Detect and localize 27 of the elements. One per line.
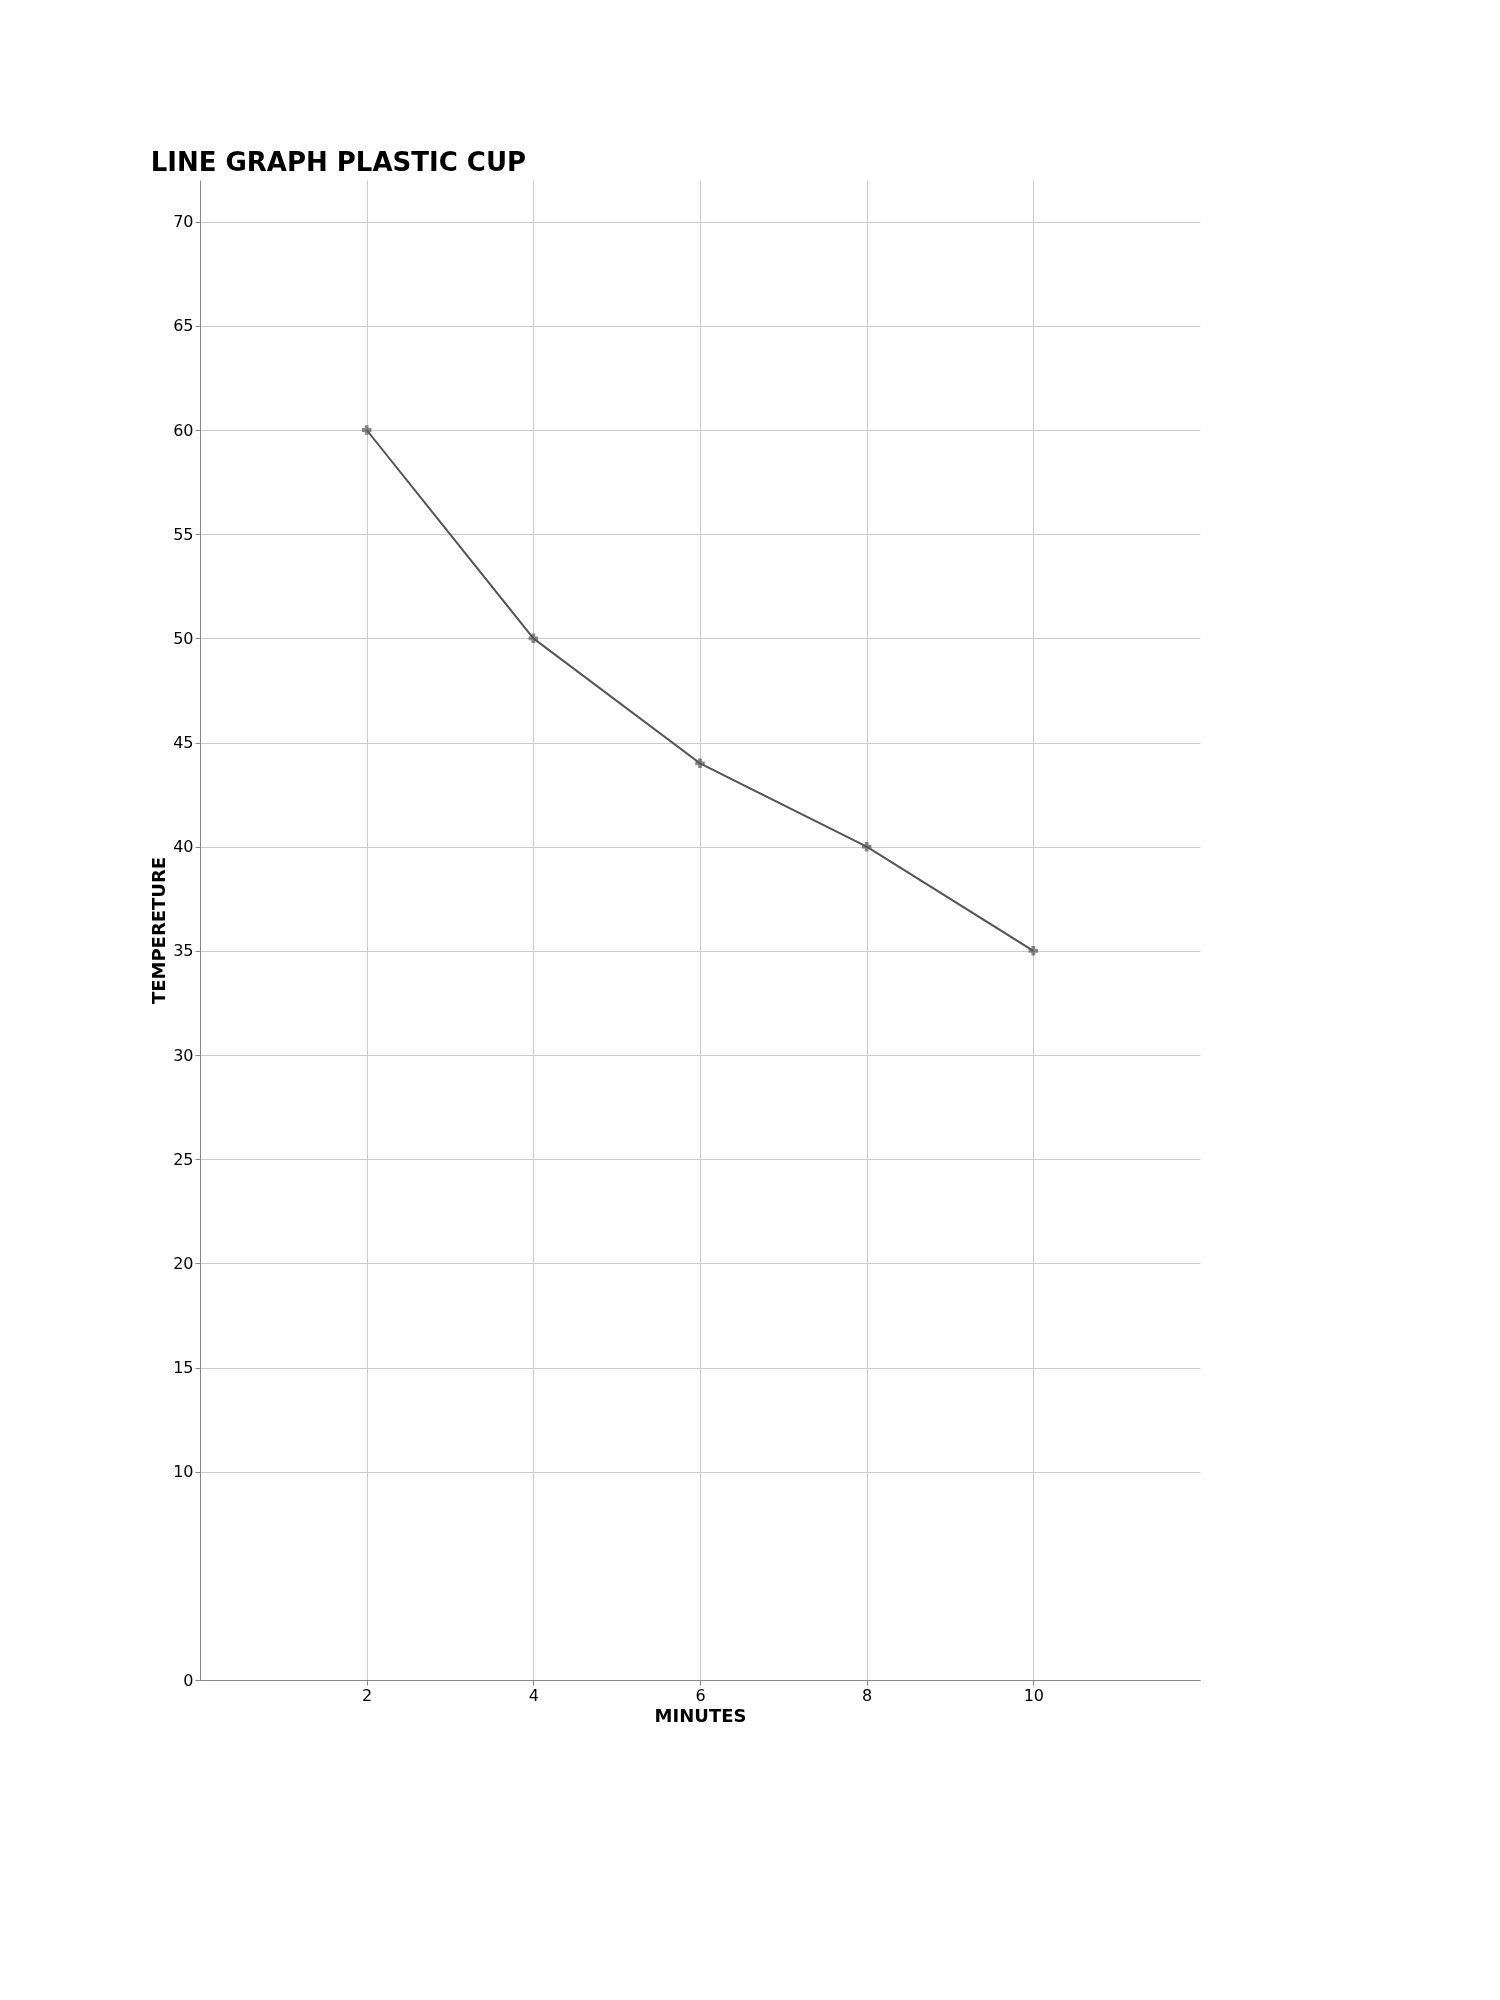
y-tick-label: 15 [173,1358,194,1377]
chart-title: LINE GRAPH PLASTIC CUP [150,147,527,177]
y-tick-label: 30 [173,1045,194,1065]
point [361,425,372,435]
point [1028,946,1039,956]
x-tick-label: 4 [528,1685,539,1705]
x-tick-label: 10 [1023,1685,1045,1705]
y-tick-label: 40 [173,837,194,857]
y-tick-label: 70 [173,212,194,232]
x-axis-title: MINUTES [654,1704,747,1726]
y-tick-label: 60 [173,420,194,440]
x-tick-label: 2 [362,1685,373,1705]
y-tick-label: 50 [173,628,194,648]
point [695,758,705,769]
y-axis-title: TEMPERETURE [148,856,170,1005]
y-tick-label: 55 [173,524,194,544]
point [528,633,539,644]
y-tick-label: 35 [173,941,194,961]
y-tick-label: 20 [173,1253,194,1273]
x-tick-label: 6 [695,1685,706,1705]
y-tick-label: 0 [183,1670,194,1690]
y-tick-label: 25 [173,1149,194,1169]
y-tick-label: 45 [173,733,194,752]
point [861,841,872,852]
y-tick-label: 10 [173,1462,194,1482]
x-tick-label: 8 [862,1685,873,1705]
y-tick-label: 65 [173,316,194,336]
